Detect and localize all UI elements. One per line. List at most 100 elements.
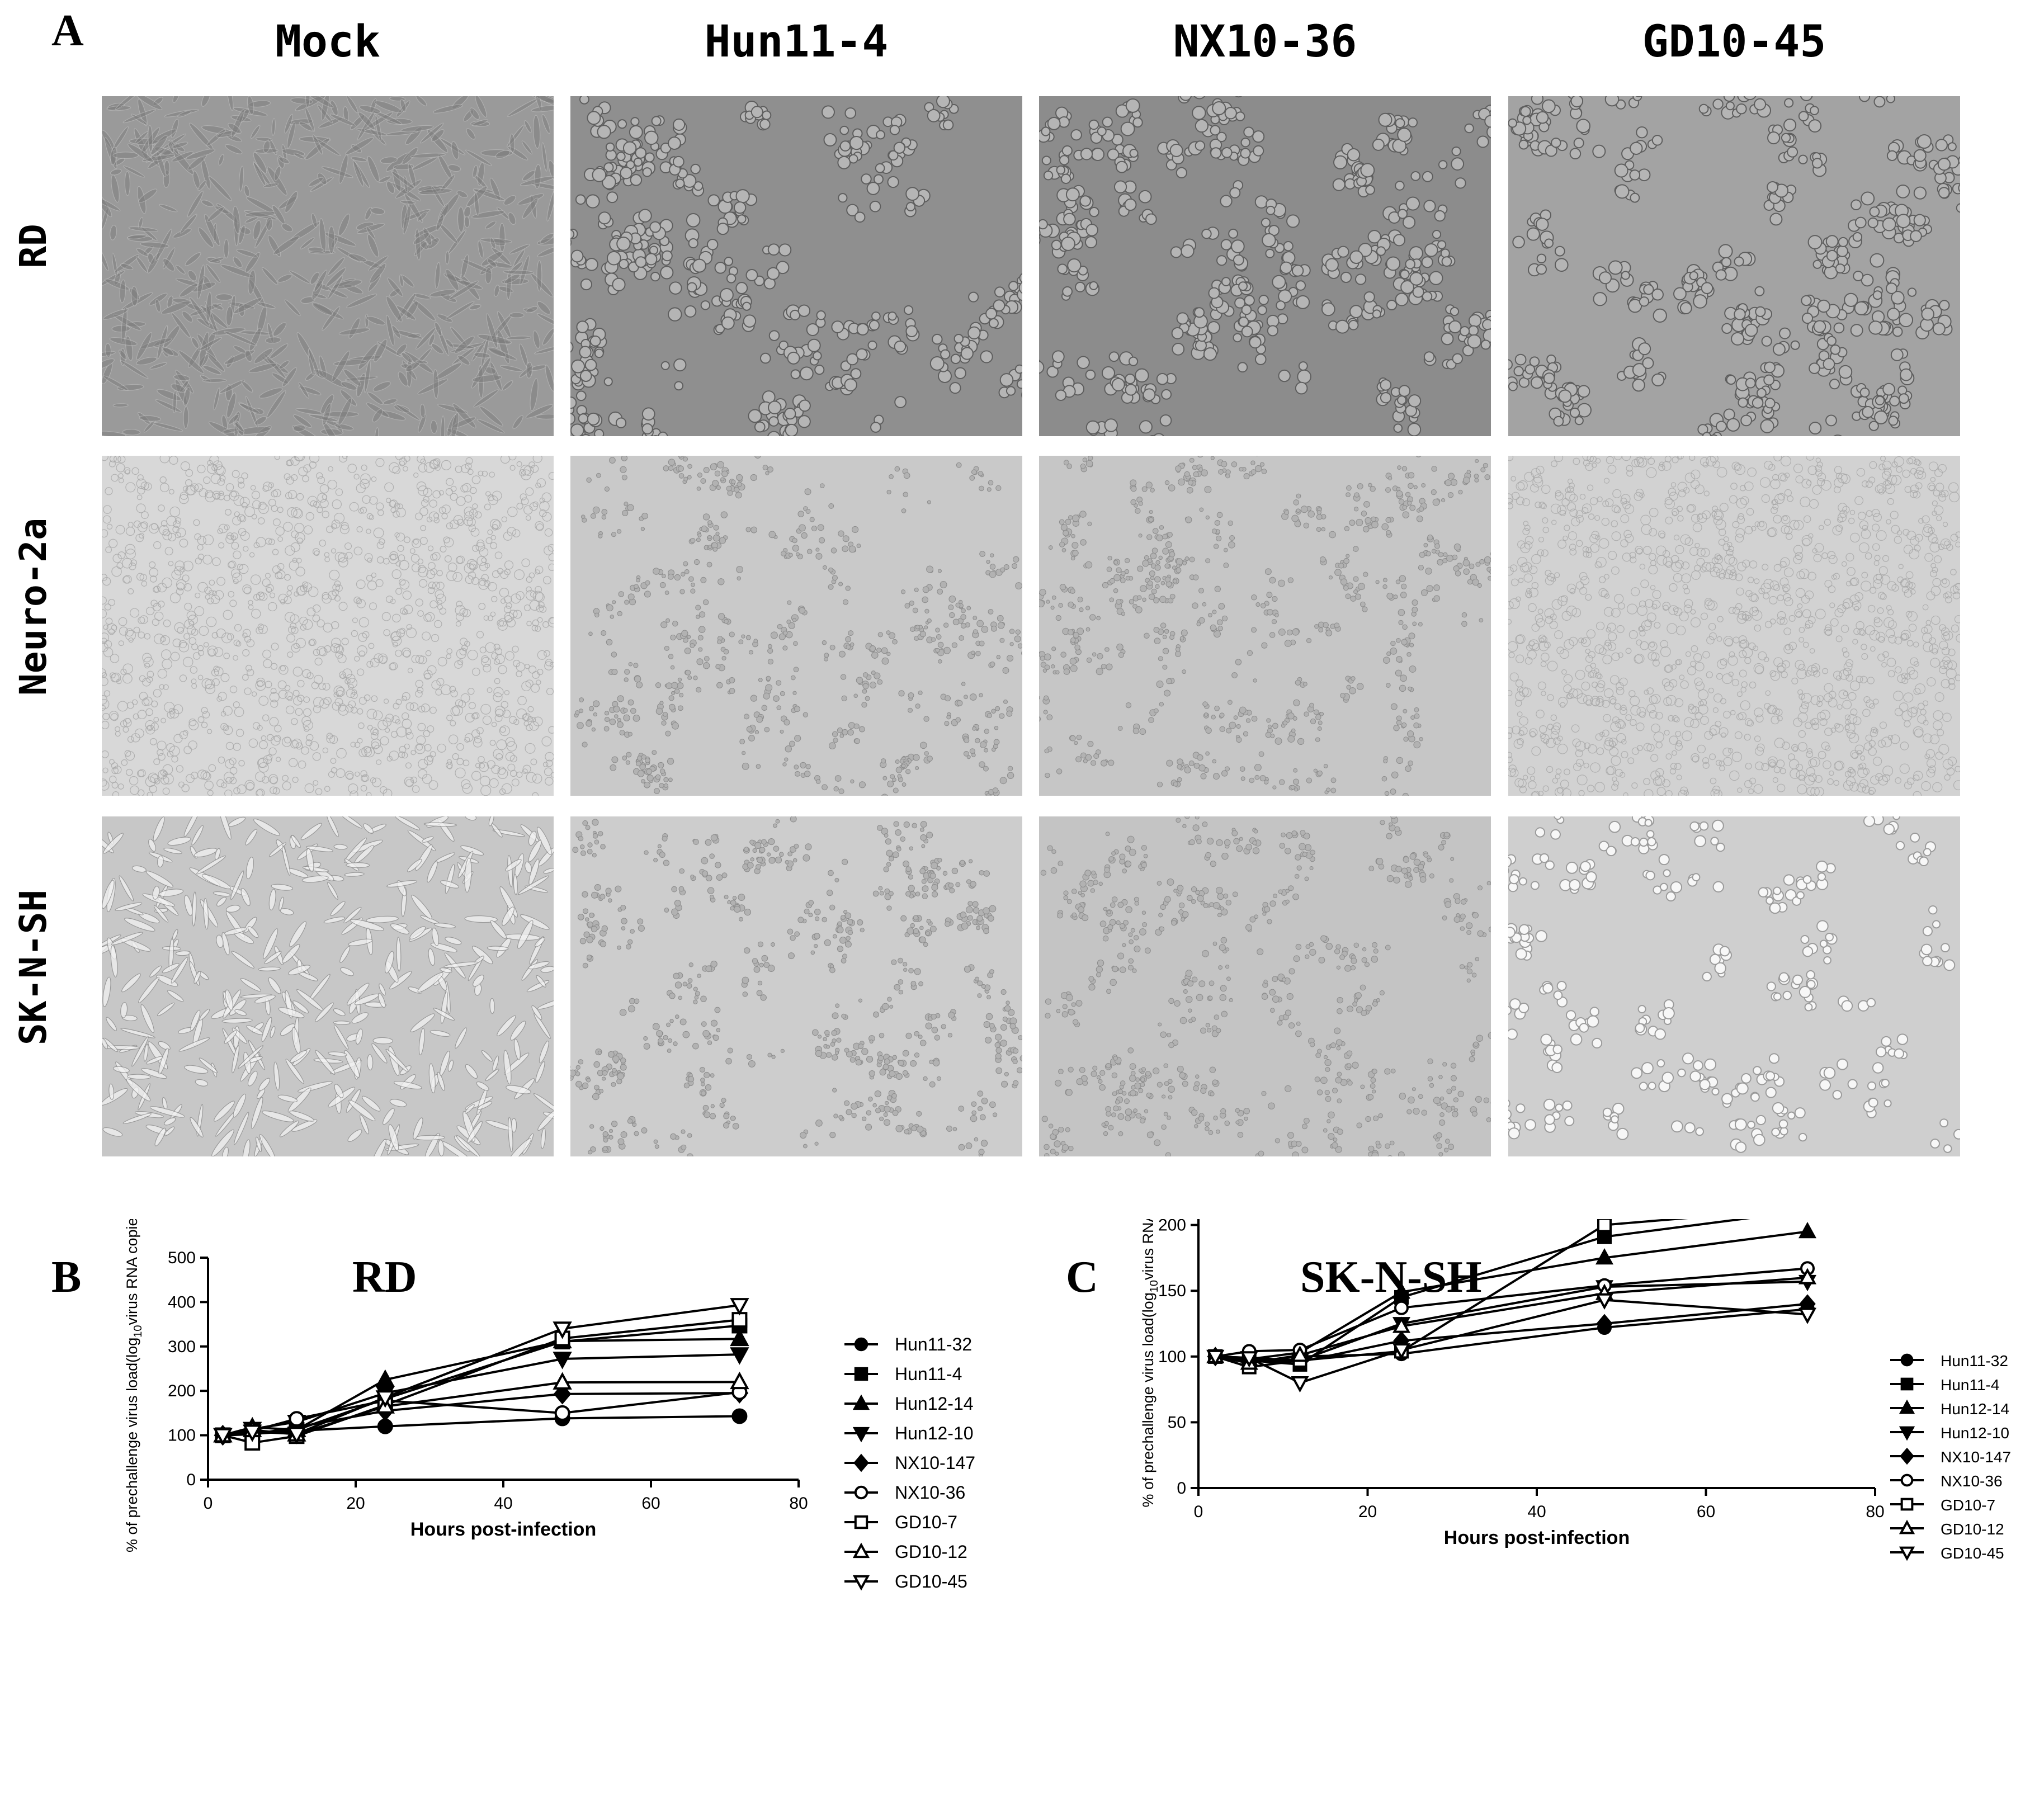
legend-item: Hun12-14 xyxy=(1890,1399,2009,1418)
data-point xyxy=(289,1411,305,1427)
legend-marker xyxy=(854,1337,868,1352)
data-point xyxy=(730,1371,749,1390)
x-tick-label: 20 xyxy=(346,1494,365,1513)
y-tick-label: 0 xyxy=(186,1471,196,1489)
x-tick-label: 0 xyxy=(204,1494,213,1513)
legend-label: Hun12-10 xyxy=(895,1423,974,1443)
column-header-mock: Mock xyxy=(275,17,380,67)
x-tick-label: 40 xyxy=(1527,1503,1546,1521)
legend-label: Hun11-32 xyxy=(1941,1352,2008,1369)
column-header-nx10-36: NX10-36 xyxy=(1173,17,1357,67)
row-header-rd: RD xyxy=(12,224,55,268)
series-line xyxy=(1215,1276,1808,1364)
data-point xyxy=(1392,1282,1411,1299)
row-header-sk-n-sh: SK-N-SH xyxy=(12,889,55,1046)
legend-marker xyxy=(852,1542,870,1559)
micrograph-sk-n-sh-nx10-36 xyxy=(1039,816,1491,1156)
legend-item: GD10-7 xyxy=(844,1512,957,1532)
legend-label: Hun12-14 xyxy=(1941,1400,2009,1418)
data-point xyxy=(1595,1293,1614,1310)
legend-label: GD10-7 xyxy=(1941,1496,1995,1514)
legend-label: NX10-147 xyxy=(895,1453,975,1473)
legend-item: Hun11-4 xyxy=(844,1364,962,1384)
legend-item: NX10-36 xyxy=(844,1482,965,1503)
y-tick-label: 100 xyxy=(168,1427,196,1445)
legend-marker xyxy=(854,1367,868,1381)
legend-label: NX10-36 xyxy=(895,1482,965,1503)
legend-item: NX10-36 xyxy=(1890,1472,2003,1490)
data-point xyxy=(554,1405,570,1421)
legend-item: NX10-147 xyxy=(844,1453,975,1473)
legend-label: GD10-45 xyxy=(895,1571,967,1592)
legend-marker xyxy=(1900,1474,1914,1487)
legend-marker xyxy=(852,1394,870,1410)
column-header-hun11-4: Hun11-4 xyxy=(704,17,889,67)
y-tick-label: 200 xyxy=(1158,1219,1186,1235)
legend-item: Hun11-32 xyxy=(844,1334,972,1354)
legend-marker xyxy=(1899,1426,1915,1441)
data-point xyxy=(1597,1219,1612,1232)
data-point xyxy=(1798,1221,1817,1239)
legend-item: Hun12-14 xyxy=(844,1394,974,1414)
legend-marker xyxy=(1900,1447,1914,1465)
legend-item: Hun11-32 xyxy=(1890,1352,2008,1369)
micrograph-rd-gd10-45 xyxy=(1508,96,1960,436)
data-point xyxy=(1291,1345,1309,1362)
data-point xyxy=(1798,1307,1817,1324)
data-point xyxy=(375,1390,395,1408)
data-point xyxy=(730,1328,749,1347)
micrograph-neuro-2a-gd10-45 xyxy=(1508,456,1960,796)
legend-marker xyxy=(1899,1399,1915,1414)
panel-letter-b: B xyxy=(51,1253,81,1302)
chart-title: RD xyxy=(352,1253,417,1302)
legend-marker xyxy=(854,1515,868,1529)
x-tick-label: 60 xyxy=(641,1494,660,1513)
legend-marker xyxy=(1900,1353,1914,1367)
legend-marker xyxy=(854,1485,868,1500)
legend-label: GD10-12 xyxy=(895,1542,967,1562)
y-tick-label: 300 xyxy=(168,1338,196,1356)
x-axis-label: Hours post-infection xyxy=(1444,1527,1630,1548)
data-point xyxy=(1291,1376,1309,1393)
data-point xyxy=(1394,1300,1409,1315)
series-gd10-12 xyxy=(1206,1268,1817,1370)
micrograph-sk-n-sh-gd10-45 xyxy=(1508,816,1960,1156)
legend-item: GD10-45 xyxy=(1890,1545,2004,1562)
micrograph-sk-n-sh-hun11-4 xyxy=(570,816,1022,1156)
data-point xyxy=(1798,1268,1817,1284)
legend-label: GD10-45 xyxy=(1941,1545,2004,1562)
data-point xyxy=(377,1418,393,1434)
y-tick-label: 0 xyxy=(1177,1479,1186,1498)
series-gd10-45 xyxy=(1206,1293,1817,1393)
micrograph-neuro-2a-mock xyxy=(102,456,554,796)
legend-label: GD10-7 xyxy=(895,1512,957,1532)
legend-item: Hun12-10 xyxy=(1890,1424,2009,1442)
y-tick-label: 50 xyxy=(1168,1413,1186,1432)
panel-letter-c: C xyxy=(1066,1253,1098,1302)
y-tick-label: 500 xyxy=(168,1249,196,1267)
micrograph-rd-mock xyxy=(102,96,554,436)
legend-label: GD10-12 xyxy=(1941,1520,2004,1538)
micrograph-sk-n-sh-mock xyxy=(102,816,554,1156)
series-gd10-45 xyxy=(213,1298,749,1446)
row-header-neuro-2a: Neuro-2a xyxy=(12,518,55,696)
legend-marker xyxy=(852,1427,870,1443)
data-point xyxy=(1392,1343,1411,1360)
data-point xyxy=(553,1352,572,1369)
legend-item: GD10-45 xyxy=(844,1571,967,1592)
data-point xyxy=(731,1408,748,1424)
x-axis-label: Hours post-infection xyxy=(410,1519,596,1540)
legend-label: Hun12-10 xyxy=(1941,1424,2009,1442)
micrograph-neuro-2a-hun11-4 xyxy=(570,456,1022,796)
legend-item: Hun11-4 xyxy=(1890,1376,1999,1394)
y-tick-label: 400 xyxy=(168,1293,196,1311)
legend-marker xyxy=(1900,1377,1914,1391)
data-point xyxy=(287,1427,306,1444)
legend-item: GD10-7 xyxy=(1890,1496,1995,1514)
legend-label: NX10-147 xyxy=(1941,1448,2011,1466)
x-tick-label: 20 xyxy=(1358,1503,1377,1521)
x-tick-label: 40 xyxy=(494,1494,512,1513)
legend-label: Hun11-32 xyxy=(895,1334,972,1354)
data-point xyxy=(730,1298,749,1316)
data-point xyxy=(553,1383,572,1405)
